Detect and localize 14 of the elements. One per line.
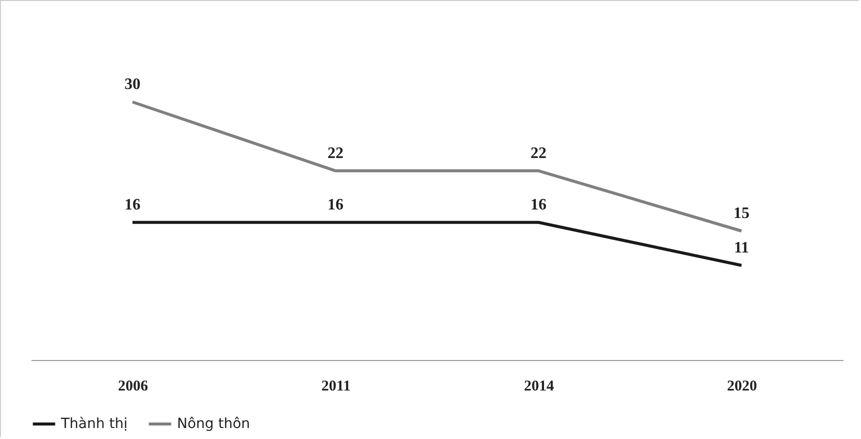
data-label: 16	[328, 196, 344, 214]
data-label: 16	[530, 196, 546, 214]
data-label: 11	[734, 239, 750, 256]
data-label: 15	[734, 205, 750, 222]
x-tick-label: 2011	[321, 378, 351, 394]
data-label: 22	[530, 144, 546, 162]
legend-label: Nông thôn	[177, 416, 250, 432]
data-label: 30	[124, 76, 140, 93]
data-label: 22	[328, 144, 344, 162]
x-tick-label: 2014	[524, 378, 554, 394]
legend-label: Thành thị	[60, 416, 128, 432]
data-label: 16	[124, 196, 140, 214]
x-tick-label: 2006	[118, 378, 148, 394]
x-tick-label: 2020	[727, 378, 757, 394]
